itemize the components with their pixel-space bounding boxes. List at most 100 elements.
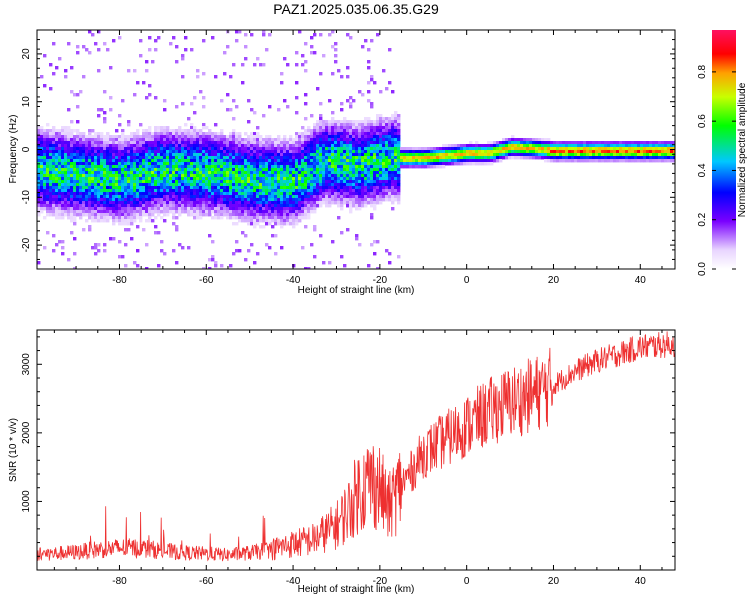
heatmap-cell: [70, 138, 74, 142]
heatmap-cell: [574, 156, 578, 160]
heatmap-cell: [91, 216, 95, 220]
heatmap-cell: [358, 189, 362, 193]
heatmap-cell: [349, 144, 353, 148]
heatmap-cell: [541, 156, 545, 160]
heatmap-cell: [118, 174, 122, 178]
heatmap-cell: [118, 138, 122, 142]
heatmap-cell: [613, 141, 617, 145]
heatmap-cell: [187, 177, 191, 181]
heatmap-cell: [124, 180, 128, 184]
heatmap-cell: [70, 165, 74, 169]
heatmap-cell: [61, 189, 65, 193]
heatmap-cell: [301, 213, 305, 217]
heatmap-cell: [319, 117, 323, 121]
heatmap-cell: [664, 141, 668, 145]
heatmap-cell: [154, 231, 158, 235]
heatmap-cell: [298, 201, 302, 205]
heatmap-cell: [106, 183, 110, 187]
heatmap-cell: [301, 144, 305, 148]
heatmap-cell: [580, 141, 584, 145]
heatmap-cell: [97, 201, 101, 205]
heatmap-cell: [220, 195, 224, 199]
heatmap-cell: [220, 204, 224, 208]
heatmap-cell: [304, 207, 308, 211]
heatmap-cell: [310, 198, 314, 202]
heatmap-cell: [187, 138, 191, 142]
heatmap-cell: [286, 189, 290, 193]
heatmap-cell: [322, 135, 326, 139]
heatmap-cell: [508, 153, 512, 157]
heatmap-cell: [379, 180, 383, 184]
heatmap-cell: [463, 147, 467, 151]
heatmap-cell: [217, 153, 221, 157]
heatmap-cell: [145, 183, 149, 187]
heatmap-cell: [181, 57, 185, 61]
heatmap-cell: [244, 168, 248, 172]
heatmap-cell: [397, 177, 401, 181]
heatmap-cell: [268, 204, 272, 208]
heatmap-cell: [205, 168, 209, 172]
heatmap-cell: [406, 156, 410, 160]
heatmap-cell: [46, 171, 50, 175]
heatmap-cell: [100, 207, 104, 211]
heatmap-cell: [46, 141, 50, 145]
heatmap-cell: [193, 153, 197, 157]
heatmap-cell: [91, 177, 95, 181]
heatmap-cell: [601, 150, 605, 154]
heatmap-cell: [112, 210, 116, 214]
heatmap-cell: [370, 216, 374, 220]
heatmap-cell: [163, 177, 167, 181]
heatmap-cell: [298, 183, 302, 187]
heatmap-cell: [310, 138, 314, 142]
heatmap-cell: [517, 150, 521, 154]
heatmap-cell: [508, 141, 512, 145]
heatmap-cell: [583, 156, 587, 160]
heatmap-cell: [544, 147, 548, 151]
heatmap-cell: [586, 147, 590, 151]
heatmap-cell: [595, 141, 599, 145]
heatmap-cell: [376, 156, 380, 160]
heatmap-cell: [298, 186, 302, 190]
heatmap-cell: [217, 183, 221, 187]
heatmap-cell: [121, 180, 125, 184]
heatmap-cell: [262, 165, 266, 169]
heatmap-cell: [166, 195, 170, 199]
heatmap-cell: [370, 168, 374, 172]
heatmap-cell: [340, 204, 344, 208]
heatmap-cell: [145, 210, 149, 214]
heatmap-cell: [193, 126, 197, 130]
heatmap-cell: [175, 138, 179, 142]
heatmap-cell: [319, 189, 323, 193]
heatmap-cell: [244, 204, 248, 208]
heatmap-cell: [109, 195, 113, 199]
heatmap-cell: [145, 138, 149, 142]
heatmap-cell: [328, 138, 332, 142]
heatmap-cell: [337, 147, 341, 151]
heatmap-cell: [517, 141, 521, 145]
heatmap-cell: [349, 36, 353, 40]
heatmap-cell: [139, 141, 143, 145]
heatmap-cell: [292, 222, 296, 226]
heatmap-cell: [262, 189, 266, 193]
heatmap-cell: [145, 267, 149, 269]
heatmap-cell: [385, 195, 389, 199]
heatmap-cell: [535, 141, 539, 145]
heatmap-cell: [193, 174, 197, 178]
heatmap-cell: [340, 144, 344, 148]
heatmap-cell: [628, 144, 632, 148]
heatmap-cell: [424, 147, 428, 151]
heatmap-cell: [46, 201, 50, 205]
heatmap-cell: [157, 144, 161, 148]
heatmap-cell: [277, 150, 281, 154]
heatmap-cell: [658, 156, 662, 160]
heatmap-cell: [109, 153, 113, 157]
heatmap-cell: [199, 195, 203, 199]
heatmap-cell: [202, 150, 206, 154]
heatmap-cell: [127, 69, 131, 73]
heatmap-cell: [361, 177, 365, 181]
heatmap-cell: [388, 177, 392, 181]
heatmap-cell: [358, 177, 362, 181]
heatmap-cell: [85, 198, 89, 202]
heatmap-cell: [370, 213, 374, 217]
heatmap-cell: [202, 195, 206, 199]
